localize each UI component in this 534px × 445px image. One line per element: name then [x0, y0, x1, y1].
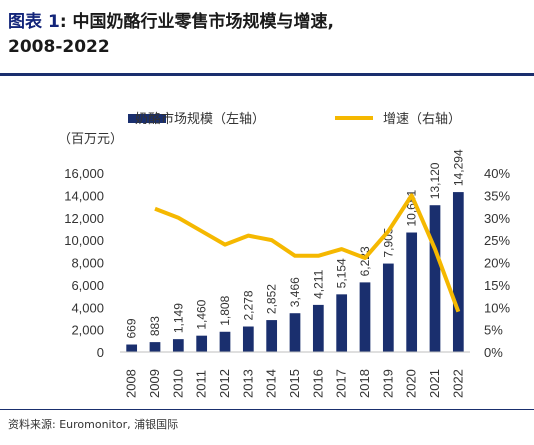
bar-2010: [172, 339, 184, 352]
right-tick-0: 0%: [484, 345, 503, 360]
bar-2015: [289, 313, 301, 352]
bars-group: [126, 192, 464, 352]
left-tick-1: 2,000: [71, 323, 104, 338]
x-tick-2014: 2014: [264, 369, 279, 398]
right-tick-1: 5%: [484, 323, 503, 338]
x-tick-2011: 2011: [194, 370, 209, 398]
data-label-2011: 1,460: [195, 299, 209, 329]
data-label-2022: 14,294: [451, 149, 465, 186]
x-tick-2013: 2013: [240, 369, 255, 398]
left-axis-unit: （百万元）: [58, 132, 123, 147]
data-label-2015: 3,466: [288, 277, 302, 307]
left-tick-2: 4,000: [71, 300, 104, 315]
bar-2022: [452, 192, 464, 352]
x-tick-2018: 2018: [357, 369, 372, 398]
right-tick-8: 40%: [484, 166, 510, 181]
bottom-rule: [0, 409, 534, 410]
x-axis: 2008 2009 2010 2011 2012 2013 2014 2015 2016 2017…: [120, 351, 470, 398]
right-tick-5: 25%: [484, 233, 510, 248]
bar-2012: [219, 331, 231, 352]
left-tick-4: 8,000: [71, 256, 104, 271]
data-labels-group: 669 883 1,149 1,460 1,808 2,278 2,852 3,466 4,21…: [125, 149, 466, 338]
left-tick-3: 6,000: [71, 278, 104, 293]
x-tick-2017: 2017: [334, 369, 349, 398]
legend-bar-label: 奶酪市场规模（左轴）: [135, 111, 265, 127]
bar-2008: [126, 344, 138, 352]
title-text: : 中国奶酪行业零售市场规模与增速,: [59, 12, 335, 32]
bar-2021: [429, 205, 441, 352]
data-label-2013: 2,278: [241, 290, 255, 320]
legend-bar-swatch: [128, 114, 166, 123]
x-tick-2021: 2021: [427, 369, 442, 398]
data-label-2008: 669: [125, 318, 139, 338]
data-label-2021: 13,120: [428, 162, 442, 199]
bar-2016: [312, 304, 324, 352]
bar-2013: [242, 326, 254, 352]
left-tick-0: 0: [97, 345, 104, 360]
legend: 奶酪市场规模（左轴） 增速（右轴）: [128, 111, 461, 127]
title-subtitle: 2008-2022: [8, 37, 110, 57]
data-label-2014: 2,852: [265, 284, 279, 314]
right-tick-4: 20%: [484, 256, 510, 271]
data-label-2010: 1,149: [171, 303, 185, 333]
line-group: [154, 193, 461, 313]
right-tick-6: 30%: [484, 211, 510, 226]
left-tick-8: 16,000: [64, 166, 104, 181]
right-axis: 0% 5% 10% 15% 20% 25% 30% 35% 40%: [484, 166, 510, 360]
bar-2018: [359, 282, 371, 352]
right-tick-7: 35%: [484, 188, 510, 203]
data-label-2016: 4,211: [311, 269, 325, 298]
left-tick-7: 14,000: [64, 188, 104, 203]
bar-2011: [196, 335, 208, 352]
data-label-2017: 5,154: [335, 258, 349, 288]
chart-title: 图表 1: 中国奶酪行业零售市场规模与增速, 2008-2022: [8, 10, 528, 60]
left-axis: 0 2,000 4,000 6,000 8,000 10,000 12,000 14,000 1…: [64, 166, 104, 360]
x-tick-2020: 2020: [404, 369, 419, 398]
x-tick-2012: 2012: [217, 369, 232, 398]
source-note: 资料来源: Euromonitor, 浦银国际: [8, 418, 179, 431]
data-label-2012: 1,808: [218, 295, 232, 325]
x-tick-2019: 2019: [380, 369, 395, 398]
x-tick-2022: 2022: [450, 369, 465, 398]
data-label-2009: 883: [148, 316, 162, 336]
title-index: 1: [48, 12, 60, 32]
x-tick-2015: 2015: [287, 369, 302, 398]
left-tick-5: 10,000: [64, 233, 104, 248]
bar-2020: [406, 232, 418, 352]
right-tick-3: 15%: [484, 278, 510, 293]
growth-line: [154, 193, 461, 313]
right-tick-2: 10%: [484, 300, 510, 315]
x-tick-2009: 2009: [147, 369, 162, 398]
title-label: 图表: [8, 12, 42, 32]
bar-2017: [336, 294, 348, 352]
x-tick-2016: 2016: [310, 369, 325, 398]
bar-2009: [149, 342, 161, 352]
bar-2019: [382, 263, 394, 352]
x-tick-2010: 2010: [170, 369, 185, 398]
left-tick-6: 12,000: [64, 211, 104, 226]
legend-line-label: 增速（右轴）: [383, 112, 461, 127]
x-tick-2008: 2008: [124, 369, 139, 398]
bar-2014: [266, 320, 278, 352]
top-rule: [0, 73, 534, 76]
